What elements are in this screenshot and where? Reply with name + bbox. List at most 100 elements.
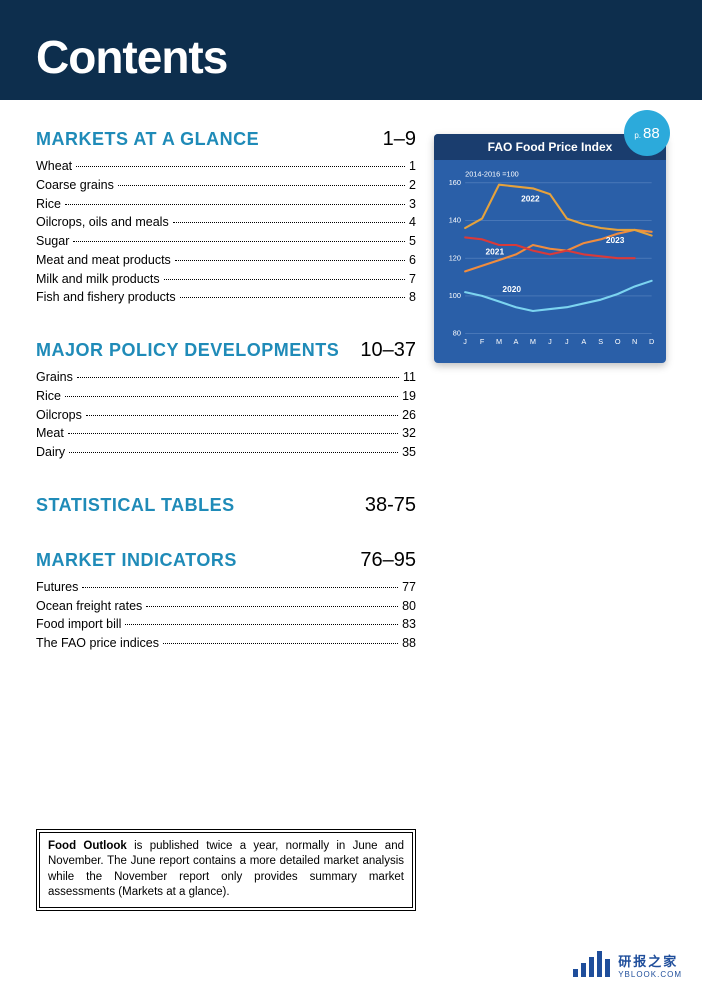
toc-label: Rice bbox=[36, 195, 61, 214]
section-head: MAJOR POLICY DEVELOPMENTS 10–37 bbox=[36, 339, 416, 362]
svg-text:100: 100 bbox=[449, 291, 461, 300]
toc-dots bbox=[86, 415, 398, 416]
toc-label: Sugar bbox=[36, 232, 69, 251]
svg-text:160: 160 bbox=[449, 178, 461, 187]
svg-text:D: D bbox=[649, 337, 654, 346]
section-head: MARKET INDICATORS76–95 bbox=[36, 549, 416, 572]
toc-page: 2 bbox=[409, 176, 416, 195]
watermark-text: 研报之家 YBLOOK.COM bbox=[618, 951, 682, 979]
section-title: MAJOR POLICY DEVELOPMENTS bbox=[36, 340, 339, 361]
svg-text:140: 140 bbox=[449, 216, 461, 225]
toc-page: 88 bbox=[402, 634, 416, 653]
header-banner: Contents bbox=[0, 0, 702, 100]
toc-row: Grains 11 bbox=[36, 368, 416, 387]
toc-row: The FAO price indices 88 bbox=[36, 634, 416, 653]
toc-page: 80 bbox=[402, 597, 416, 616]
toc-row: Food import bill 83 bbox=[36, 615, 416, 634]
toc-dots bbox=[77, 377, 399, 378]
toc-label: Rice bbox=[36, 387, 61, 406]
toc-page: 11 bbox=[403, 368, 416, 387]
section-range: 76–95 bbox=[360, 549, 416, 572]
line-chart: 2014-2016 =10080100120140160JFMAMJJASOND… bbox=[440, 166, 660, 355]
chart-card: FAO Food Price Index 2014-2016 =10080100… bbox=[434, 134, 666, 363]
chart-body: 2014-2016 =10080100120140160JFMAMJJASOND… bbox=[434, 160, 666, 363]
toc-row: Rice 19 bbox=[36, 387, 416, 406]
toc-dots bbox=[69, 452, 398, 453]
toc-label: Food import bill bbox=[36, 615, 121, 634]
toc-page: 19 bbox=[402, 387, 416, 406]
svg-text:J: J bbox=[548, 337, 552, 346]
toc-dots bbox=[73, 241, 405, 242]
toc-dots bbox=[173, 222, 405, 223]
toc-label: Oilcrops bbox=[36, 406, 82, 425]
toc-page: 3 bbox=[409, 195, 416, 214]
toc-page: 32 bbox=[402, 424, 416, 443]
svg-text:S: S bbox=[598, 337, 603, 346]
toc-page: 5 bbox=[409, 232, 416, 251]
toc-label: Coarse grains bbox=[36, 176, 114, 195]
toc-dots bbox=[118, 185, 405, 186]
section-range: 38-75 bbox=[365, 494, 416, 517]
svg-text:A: A bbox=[514, 337, 519, 346]
toc-page: 35 bbox=[402, 443, 416, 462]
toc-row: Sugar 5 bbox=[36, 232, 416, 251]
toc-dots bbox=[175, 260, 405, 261]
toc-label: Grains bbox=[36, 368, 73, 387]
section-range: 1–9 bbox=[383, 128, 416, 151]
page-title: Contents bbox=[36, 30, 666, 84]
section-title: STATISTICAL TABLES bbox=[36, 495, 235, 516]
page-badge: p. 88 bbox=[624, 110, 670, 156]
toc-page: 77 bbox=[402, 578, 416, 597]
toc-page: 8 bbox=[409, 288, 416, 307]
toc-dots bbox=[163, 643, 398, 644]
toc-row: Ocean freight rates 80 bbox=[36, 597, 416, 616]
toc-row: Milk and milk products7 bbox=[36, 270, 416, 289]
toc-dots bbox=[65, 396, 398, 397]
watermark-en: YBLOOK.COM bbox=[618, 970, 682, 979]
toc-page: 83 bbox=[402, 615, 416, 634]
toc-label: Ocean freight rates bbox=[36, 597, 142, 616]
toc-label: Dairy bbox=[36, 443, 65, 462]
toc-section: STATISTICAL TABLES 38-75 bbox=[36, 494, 416, 517]
toc-row: Futures77 bbox=[36, 578, 416, 597]
svg-text:F: F bbox=[480, 337, 485, 346]
section-range: 10–37 bbox=[360, 339, 416, 362]
toc-page: 4 bbox=[409, 213, 416, 232]
svg-text:O: O bbox=[615, 337, 621, 346]
toc-dots bbox=[65, 204, 405, 205]
toc-section: MARKETS AT A GLANCE1–9Wheat1Coarse grain… bbox=[36, 128, 416, 307]
info-box-text: Food Outlook is published twice a year, … bbox=[39, 832, 413, 908]
toc-row: Coarse grains 2 bbox=[36, 176, 416, 195]
toc-label: Oilcrops, oils and meals bbox=[36, 213, 169, 232]
toc-label: Wheat bbox=[36, 157, 72, 176]
toc-label: Fish and fishery products bbox=[36, 288, 176, 307]
svg-text:J: J bbox=[463, 337, 467, 346]
toc-row: Fish and fishery products 8 bbox=[36, 288, 416, 307]
toc-section: MAJOR POLICY DEVELOPMENTS10–37Grains11Ri… bbox=[36, 339, 416, 462]
toc-dots bbox=[68, 433, 398, 434]
side-column: p. 88 FAO Food Price Index 2014-2016 =10… bbox=[434, 128, 666, 685]
info-box: Food Outlook is published twice a year, … bbox=[36, 829, 416, 911]
svg-text:2022: 2022 bbox=[521, 194, 540, 204]
svg-text:M: M bbox=[496, 337, 502, 346]
toc-dots bbox=[82, 587, 398, 588]
toc-dots bbox=[146, 606, 398, 607]
badge-page: 88 bbox=[643, 125, 660, 142]
toc-row: Oilcrops, oils and meals 4 bbox=[36, 213, 416, 232]
section-head: MARKETS AT A GLANCE 1–9 bbox=[36, 128, 416, 151]
svg-text:120: 120 bbox=[449, 253, 461, 262]
toc-page: 1 bbox=[409, 157, 416, 176]
toc-row: Wheat 1 bbox=[36, 157, 416, 176]
bar-icon bbox=[573, 953, 610, 977]
toc-row: Meat and meat products6 bbox=[36, 251, 416, 270]
watermark-cn: 研报之家 bbox=[618, 951, 682, 970]
toc-row: Oilcrops 26 bbox=[36, 406, 416, 425]
body-area: MARKETS AT A GLANCE1–9Wheat1Coarse grain… bbox=[0, 100, 702, 685]
toc-label: The FAO price indices bbox=[36, 634, 159, 653]
svg-text:80: 80 bbox=[453, 329, 461, 338]
toc-row: Dairy 35 bbox=[36, 443, 416, 462]
section-title: MARKETS AT A GLANCE bbox=[36, 129, 259, 150]
toc-row: Rice 3 bbox=[36, 195, 416, 214]
info-lead: Food Outlook bbox=[48, 840, 127, 852]
toc-page: 26 bbox=[402, 406, 416, 425]
